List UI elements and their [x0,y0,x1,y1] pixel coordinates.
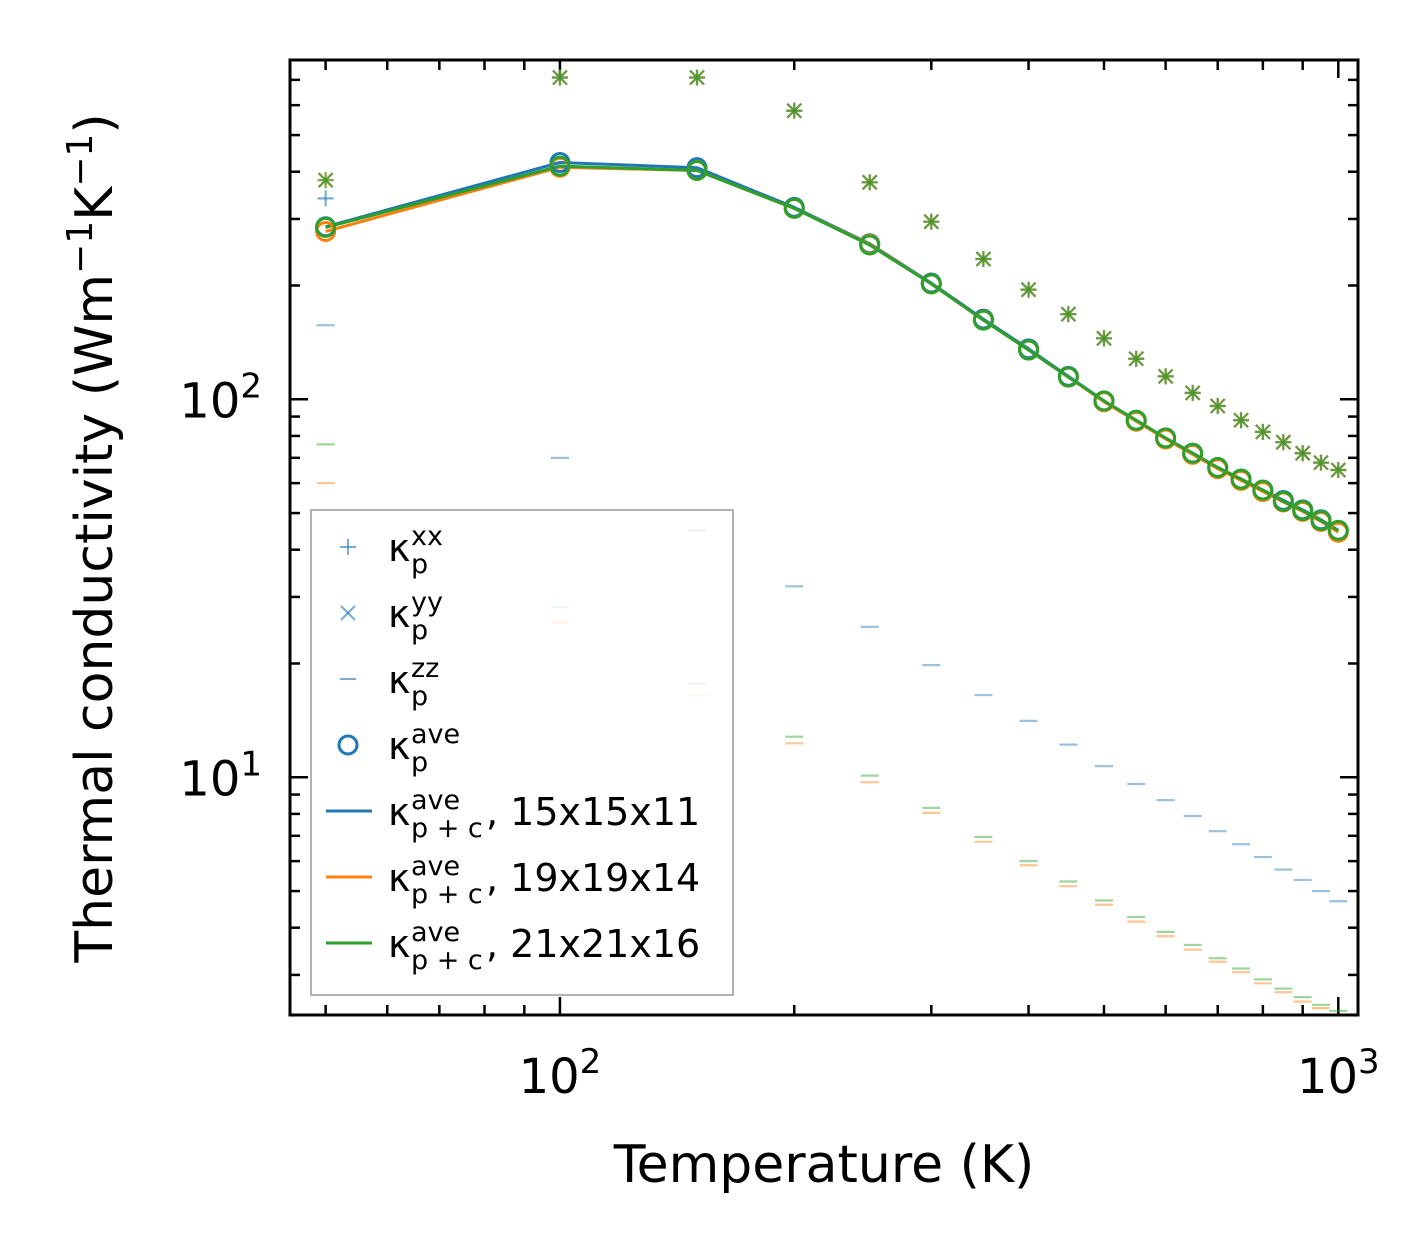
kappa-yy-marker [1294,445,1311,461]
legend-marker-x [340,605,356,621]
kappa-yy-marker [1128,350,1144,367]
kappa-yy-marker [1096,330,1112,347]
kappa-ave-circle [1182,442,1204,464]
y-label-part: K [65,185,125,221]
x-tick-label: 102 [519,1042,602,1105]
series-line-1 [325,161,1340,532]
kappa-yy-marker [861,174,878,191]
kappa-yy-marker [1313,454,1329,471]
legend-symbol: κ [388,592,410,636]
legend-suffix: , 19x19x14 [486,856,700,900]
legend-subscript: p [411,549,428,580]
kappa-ave-circle [1230,468,1252,490]
y-tick-label: 101 [179,744,262,807]
kappa-yy-marker [1060,306,1077,322]
kappa-ave-circle [1207,456,1229,478]
series-lines [325,161,1340,534]
kappa-yy-marker [552,69,568,86]
minor-ticks [290,60,1358,1015]
legend-superscript: ave [411,851,460,882]
kappa-ave-circle [1125,409,1147,431]
kappa-ave-circle [783,197,805,219]
legend-subscript: p [411,747,428,778]
legend-subscript: p [411,681,428,712]
kappa-yy-marker [317,172,334,188]
kappa-ave-circle [686,159,708,181]
y-label-exponent: −1 [60,221,101,274]
kappa-yy-marker [975,251,992,267]
y-label-part: ) [65,113,125,133]
kappa-zz-markers [316,324,1348,1017]
legend-subscript: p + c [411,879,483,910]
kappa-ave-circle [315,216,337,238]
kappa-yy-marker [1330,462,1347,478]
series-line-2 [325,165,1340,534]
tick-exponent: 2 [580,1042,602,1082]
legend-symbol: κ [388,922,410,966]
legend-symbol: κ [388,856,410,900]
kappa-ave-circle [1272,490,1294,512]
kappa-ave-circle [1310,509,1332,531]
kappa-yy-marker [689,69,705,86]
kappa-ave-circle [549,155,571,177]
kappa-ave-circle [1018,339,1040,361]
legend-subscript: p + c [411,813,483,844]
y-label-exponent: −1 [60,134,101,187]
tick-base: 10 [519,1049,580,1105]
y-axis-label: Thermal conductivity (Wm−1K−1) [60,113,125,963]
tick-base: 10 [179,751,240,807]
kappa-ave-circle [1327,519,1349,541]
kappa-xx-yy-markers [317,69,1347,479]
plot-frame [288,58,1360,1017]
tick-exponent: 3 [1358,1042,1380,1082]
legend-suffix: , 15x15x11 [486,790,700,834]
kappa-yy-marker [1255,424,1271,440]
legend-symbol: κ [388,724,410,768]
kappa-ave-circle [859,234,881,256]
tick-base: 10 [1297,1049,1358,1105]
kappa-yy-marker [1020,281,1037,298]
kappa-ave-circle [1252,479,1274,501]
tick-exponent: 2 [240,366,262,406]
legend-superscript: ave [411,785,460,816]
kappa-yy-marker [1233,412,1249,429]
legend-superscript: ave [411,917,460,948]
legend-superscript: ave [411,719,460,750]
legend-superscript: yy [411,587,443,618]
kappa-yy-marker [1184,385,1201,401]
kappa-ave-circle [1155,427,1177,449]
legend-subscript: p [411,615,428,646]
legend-superscript: zz [411,653,439,684]
kappa-yy-marker [1275,434,1292,450]
kappa-ave-circle [1292,499,1314,521]
legend-superscript: xx [411,521,443,552]
tick-exponent: 1 [240,744,262,784]
tick-base: 10 [179,373,240,429]
legend-symbol: κ [388,658,410,702]
series-line-3 [325,164,1340,532]
legend-box [310,509,734,996]
legend-suffix: , 21x21x16 [486,922,700,966]
legend-symbol: κ [388,790,410,834]
kappa-ave-circle [920,273,942,295]
y-tick-label: 102 [179,366,262,429]
kappa-ave-circle [1057,366,1079,388]
kappa-ave-circles [315,152,1349,543]
y-label-part: Thermal conductivity (Wm [65,274,125,964]
x-axis-label: Temperature (K) [613,1135,1035,1195]
kappa-yy-marker [1157,368,1174,385]
legend-subscript: p + c [411,945,483,976]
legend-marker-circle [337,734,359,756]
x-tick-label: 103 [1297,1042,1380,1105]
kappa-yy-marker [786,102,803,119]
kappa-ave-circle [972,309,994,331]
kappa-ave-circle [1093,390,1115,412]
kappa-yy-marker [1209,398,1226,414]
axes-frame [288,58,1360,1017]
kappa-yy-marker [923,213,940,230]
legend-symbol: κ [388,526,410,570]
